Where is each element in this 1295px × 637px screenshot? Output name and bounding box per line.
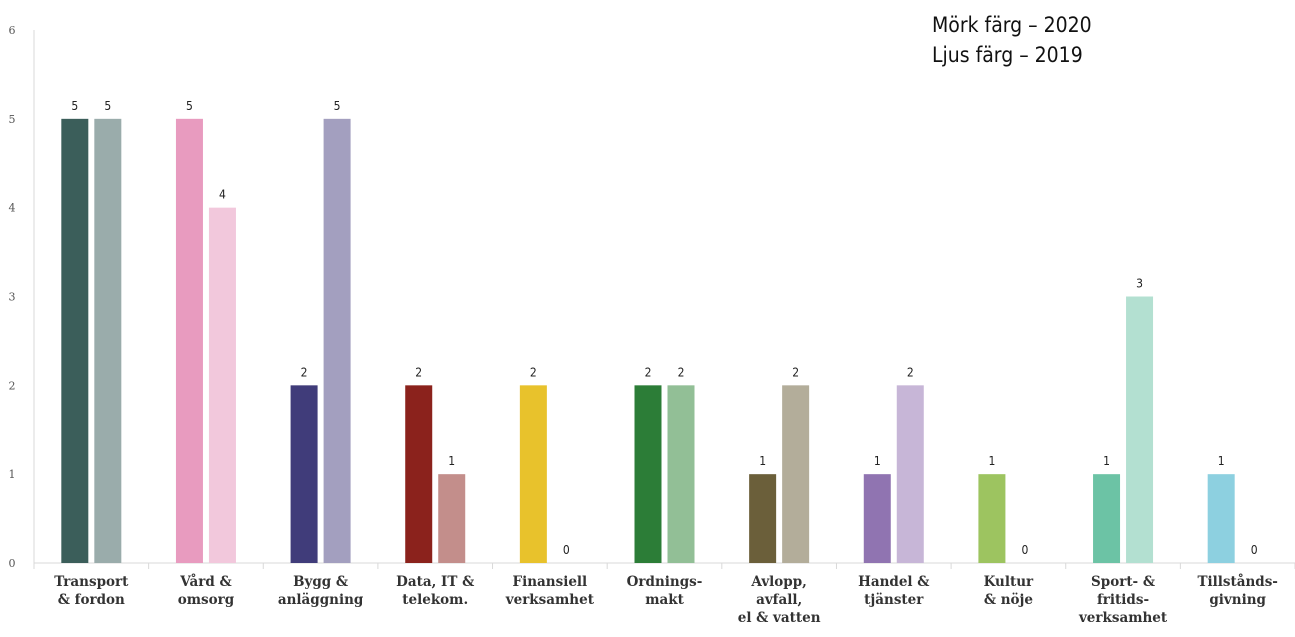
category-label: omsorg <box>178 592 235 608</box>
category-labels: Transport & fordon Vård & omsorg Bygg & anläg… <box>54 574 1278 626</box>
data-label-2019: 2 <box>678 365 685 379</box>
data-label-2020: 1 <box>988 454 995 468</box>
category-label: & nöje <box>984 592 1033 608</box>
data-label-2019: 2 <box>792 365 799 379</box>
bar-2020 <box>978 474 1006 563</box>
data-label-2019: 3 <box>1136 277 1143 291</box>
category-label: Data, IT & <box>396 574 474 590</box>
legend-entry-2020: Mörk färg – 2020 <box>932 13 1092 37</box>
category-label: Handel & <box>858 574 929 590</box>
data-label-2019: 1 <box>448 454 455 468</box>
bar-2020 <box>290 385 318 563</box>
bar-2019 <box>782 385 810 563</box>
bar-2019 <box>1126 296 1154 563</box>
data-label-2020: 1 <box>1103 454 1110 468</box>
category-label: verksamhet <box>505 592 595 608</box>
y-tick-label: 0 <box>9 557 16 570</box>
category-label: telekom. <box>402 592 468 608</box>
bar-2020 <box>519 385 547 563</box>
category-label: verksamhet <box>1078 610 1168 626</box>
data-label-2019: 2 <box>907 365 914 379</box>
category-label: makt <box>645 592 684 608</box>
category-label: givning <box>1209 592 1266 608</box>
data-label-2020: 2 <box>415 365 422 379</box>
bars <box>61 118 1235 563</box>
data-label-2019: 0 <box>563 543 570 557</box>
bar-2020 <box>634 385 662 563</box>
category-label: tjänster <box>864 592 924 608</box>
bar-2020 <box>175 118 203 563</box>
legend-entry-2019: Ljus färg – 2019 <box>932 43 1083 67</box>
data-label-2020: 1 <box>874 454 881 468</box>
category-label: el & vatten <box>738 610 821 626</box>
data-label-2019: 5 <box>104 99 111 113</box>
data-label-2019: 0 <box>1251 543 1258 557</box>
data-label-2020: 2 <box>645 365 652 379</box>
data-label-2019: 5 <box>334 99 341 113</box>
category-label: avfall, <box>756 592 802 608</box>
bar-2019 <box>896 385 924 563</box>
bar-2019 <box>323 118 351 563</box>
category-label: fritids- <box>1097 592 1149 608</box>
category-label: Vård & <box>179 574 231 590</box>
data-label-2019: 0 <box>1021 543 1028 557</box>
category-label: Finansiell <box>513 574 588 590</box>
data-label-2019: 4 <box>219 188 226 202</box>
category-label: & fordon <box>58 592 125 608</box>
category-label: Kultur <box>984 574 1034 590</box>
category-label: Sport- & <box>1091 574 1155 590</box>
category-label: Ordnings- <box>627 574 703 590</box>
bar-2019 <box>667 385 695 563</box>
axes: 0 1 2 3 4 5 6 <box>9 24 1295 570</box>
bar-2019 <box>208 207 236 563</box>
data-labels: 5 5 5 4 2 5 2 1 2 0 2 2 1 2 1 2 1 0 1 3 1 0 <box>71 99 1257 557</box>
data-label-2020: 2 <box>301 365 308 379</box>
bar-2019 <box>94 118 122 563</box>
y-tick-label: 4 <box>9 202 16 215</box>
data-label-2020: 5 <box>71 99 78 113</box>
y-tick-label: 3 <box>9 291 16 304</box>
category-label: Avlopp, <box>750 574 806 590</box>
bar-2020 <box>749 474 777 563</box>
category-label: Bygg & <box>293 574 348 590</box>
bar-2020 <box>1093 474 1121 563</box>
y-tick-label: 1 <box>9 468 16 481</box>
category-label: Tillstånds- <box>1197 574 1277 590</box>
bar-2019 <box>438 474 466 563</box>
bar-2020 <box>405 385 433 563</box>
bar-2020 <box>61 118 89 563</box>
data-label-2020: 5 <box>186 99 193 113</box>
bar-2020 <box>863 474 891 563</box>
data-label-2020: 1 <box>1218 454 1225 468</box>
legend: Mörk färg – 2020 Ljus färg – 2019 <box>932 10 1092 70</box>
data-label-2020: 2 <box>530 365 537 379</box>
data-label-2020: 1 <box>759 454 766 468</box>
y-tick-label: 6 <box>9 24 16 37</box>
y-tick-label: 2 <box>9 379 16 392</box>
category-label: anläggning <box>278 592 364 608</box>
category-label: Transport <box>54 574 129 590</box>
y-tick-label: 5 <box>9 113 16 126</box>
bar-2020 <box>1207 474 1235 563</box>
